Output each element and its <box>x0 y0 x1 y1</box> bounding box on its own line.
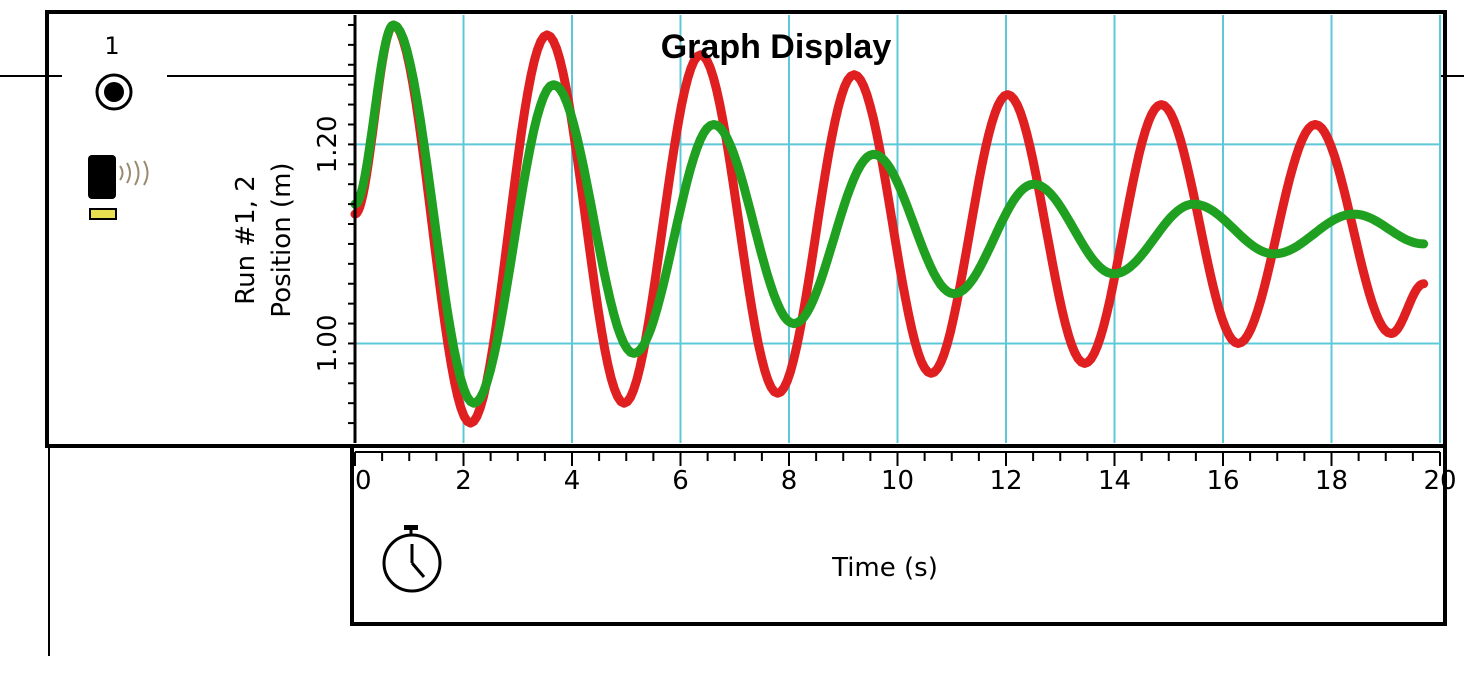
data-point-1 <box>1422 282 1425 285</box>
data-point-2 <box>552 83 555 86</box>
x-tick-label: 8 <box>781 466 798 496</box>
data-point-2 <box>1032 183 1035 186</box>
data-point-2 <box>872 153 875 156</box>
data-point-2 <box>1422 242 1425 245</box>
y-tick-label: 1.20 <box>313 115 343 173</box>
plot-area[interactable] <box>350 15 1441 443</box>
x-tick-label: 6 <box>672 466 689 496</box>
data-point-1 <box>623 402 626 405</box>
data-point-1 <box>853 73 856 76</box>
x-tick-label: 2 <box>455 466 472 496</box>
data-point-2 <box>952 292 955 295</box>
channel-number: 1 <box>104 32 119 60</box>
y-axis-label: Position (m) <box>267 162 297 317</box>
stopwatch-icon[interactable] <box>382 525 442 593</box>
data-point-1 <box>776 392 779 395</box>
data-point-2 <box>1352 213 1355 216</box>
data-point-2 <box>712 123 715 126</box>
y-axis: 1.00 1.20 <box>313 23 355 425</box>
x-tick-label: 16 <box>1206 466 1239 496</box>
data-point-1 <box>546 33 549 36</box>
lower-frame <box>350 444 1447 626</box>
chart-title: Graph Display <box>661 28 892 66</box>
data-point-1 <box>1314 123 1317 126</box>
data-point-2 <box>792 322 795 325</box>
data-point-1 <box>1390 332 1393 335</box>
data-point-1 <box>1006 93 1009 96</box>
data-point-1 <box>1160 103 1163 106</box>
data-point-2 <box>472 402 475 405</box>
x-tick-label: 20 <box>1423 466 1456 496</box>
x-tick-label: 10 <box>881 466 914 496</box>
data-point-1 <box>1237 342 1240 345</box>
data-point-2 <box>1112 272 1115 275</box>
data-point-2 <box>1272 252 1275 255</box>
run-label: Run #1, 2 <box>231 175 261 305</box>
x-axis: 0 2 4 6 8 10 12 14 16 18 20 <box>354 451 1457 496</box>
x-tick-label: 12 <box>989 466 1022 496</box>
channel-target-icon[interactable] <box>95 73 133 111</box>
data-point-2 <box>392 23 395 26</box>
data-point-1 <box>469 422 472 425</box>
data-point-2 <box>632 352 635 355</box>
data-point-1 <box>699 53 702 56</box>
motion-sensor-icon[interactable] <box>88 155 149 220</box>
data-point-2 <box>1192 203 1195 206</box>
x-tick-label: 14 <box>1098 466 1131 496</box>
series-line-1[interactable] <box>350 20 1429 428</box>
x-tick-label: 18 <box>1315 466 1348 496</box>
data-point-1 <box>930 372 933 375</box>
x-tick-label: 4 <box>564 466 581 496</box>
y-tick-label: 1.00 <box>313 315 343 373</box>
x-tick-label: 0 <box>355 466 372 496</box>
data-point-1 <box>1083 362 1086 365</box>
x-axis-label: Time (s) <box>831 553 938 583</box>
